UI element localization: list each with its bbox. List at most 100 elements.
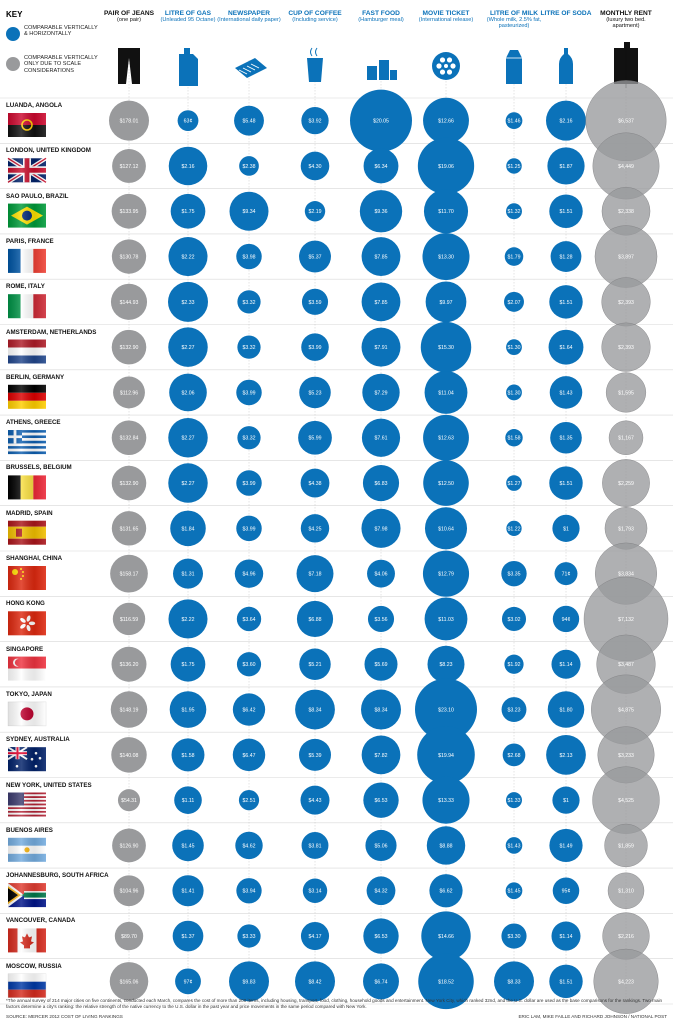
column-header: FAST FOOD (Hamburger meal) <box>349 10 413 23</box>
price-bubble <box>501 923 527 949</box>
price-bubble <box>111 646 147 682</box>
price-bubble <box>422 776 470 824</box>
price-label: $1.92 <box>508 662 521 668</box>
price-label: $4,449 <box>618 164 634 170</box>
price-bubble <box>547 691 585 728</box>
city-label: SAO PAULO, BRAZIL <box>6 192 69 200</box>
price-bubble <box>417 726 475 784</box>
price-label: $89.70 <box>121 934 137 940</box>
price-bubble <box>550 421 582 454</box>
price-bubble <box>552 514 580 542</box>
price-label: $3.60 <box>243 662 256 668</box>
price-bubble <box>501 560 527 587</box>
price-label: $1.75 <box>182 662 195 668</box>
flag-angola-icon <box>8 113 46 137</box>
price-label: $3.99 <box>309 345 322 351</box>
flag-brazil-icon <box>8 203 46 228</box>
price-label: $1.27 <box>508 481 521 487</box>
price-label: $7,132 <box>618 617 634 623</box>
price-bubble <box>111 420 147 456</box>
price-label: $1.37 <box>182 934 195 940</box>
price-bubble <box>302 878 328 903</box>
price-label: $3.99 <box>243 526 256 532</box>
price-label: $1.35 <box>560 436 573 442</box>
price-bubble <box>295 961 335 1002</box>
price-label: $8.23 <box>440 662 453 668</box>
price-bubble <box>593 948 659 1014</box>
price-bubble <box>170 510 206 547</box>
price-label: $1.30 <box>508 390 521 396</box>
price-label: $3,897 <box>618 254 634 260</box>
flag-hongkong-icon <box>8 611 46 636</box>
column-header: MOVIE TICKET (International release) <box>414 10 478 23</box>
price-label: 97¢ <box>184 979 193 985</box>
price-label: $6.88 <box>309 617 322 623</box>
price-bubble <box>505 112 523 130</box>
flag-russia-icon <box>7 973 47 998</box>
price-bubble <box>236 878 262 904</box>
flag-southafrica-icon <box>8 883 46 908</box>
price-bubble <box>174 786 202 814</box>
price-label: $3.32 <box>243 300 256 306</box>
price-label: $11.70 <box>438 209 454 215</box>
price-bubble <box>363 148 399 184</box>
price-label: $11.03 <box>438 617 454 623</box>
price-label: 95¢ <box>562 889 571 895</box>
price-label: $116.59 <box>120 617 138 623</box>
price-label: $1.87 <box>560 164 573 170</box>
price-bubble <box>501 606 527 631</box>
price-bubble <box>367 605 395 633</box>
price-label: $7.85 <box>375 254 388 260</box>
coffee-cup-icon <box>307 47 323 82</box>
price-bubble <box>550 241 582 272</box>
price-label: $5.48 <box>243 119 256 125</box>
column-header: MONTHLY RENT (luxury two bed. apartment) <box>594 10 658 30</box>
price-label: $5.39 <box>309 753 322 759</box>
price-label: $14.66 <box>438 934 454 940</box>
price-label: $9.34 <box>243 209 256 215</box>
price-label: $5.06 <box>375 843 388 849</box>
price-label: $1,595 <box>618 390 634 396</box>
price-label: $9.83 <box>243 979 256 985</box>
price-bubble <box>111 329 147 365</box>
price-label: $3.23 <box>508 707 521 713</box>
key-row-grey: COMPARABLE VERTICALLY ONLY DUE TO SCALE … <box>6 55 102 85</box>
city-label: ROME, ITALY <box>6 283 45 291</box>
price-bubble <box>301 107 329 135</box>
price-bubble <box>168 599 208 639</box>
price-label: $3,834 <box>618 572 634 578</box>
price-bubble <box>359 190 403 233</box>
price-label: $2.16 <box>560 119 573 125</box>
price-bubble <box>502 743 526 767</box>
price-bubble <box>552 786 580 814</box>
price-label: $1.58 <box>182 753 195 759</box>
price-label: $112.96 <box>120 390 138 396</box>
price-label: $1.14 <box>560 934 573 940</box>
price-bubble <box>549 285 583 319</box>
price-label: $1.32 <box>508 209 521 215</box>
price-bubble <box>361 689 401 730</box>
flag-netherlands-icon <box>8 339 46 364</box>
price-label: $4.30 <box>309 164 322 170</box>
price-label: $8.42 <box>309 979 322 985</box>
price-bubble <box>506 158 522 174</box>
price-bubble <box>546 100 586 141</box>
price-bubble <box>300 921 330 951</box>
price-label: $5.69 <box>375 662 388 668</box>
price-bubble <box>422 233 470 281</box>
price-bubble <box>423 97 469 144</box>
price-label: $2,393 <box>618 300 634 306</box>
price-bubble <box>172 920 204 952</box>
price-label: $1.95 <box>182 707 195 713</box>
price-label: $1.45 <box>508 889 521 895</box>
price-bubble <box>506 339 522 356</box>
column-subtitle: (luxury two bed. apartment) <box>606 17 646 30</box>
price-label: $9.36 <box>375 209 388 215</box>
price-label: $3.02 <box>508 617 521 623</box>
price-bubble <box>173 558 203 589</box>
key-row-blue: COMPARABLE VERTICALLY & HORIZONTALLY <box>6 25 102 55</box>
price-bubble <box>367 559 395 588</box>
price-label: $3.99 <box>243 481 256 487</box>
price-bubble <box>298 420 332 455</box>
price-bubble <box>423 460 469 506</box>
